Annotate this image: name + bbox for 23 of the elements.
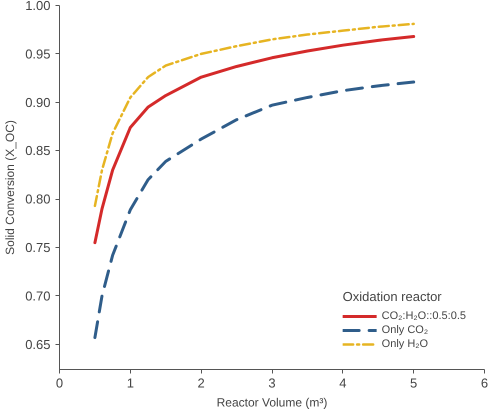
y-tick-label: 0.90 (25, 94, 51, 110)
legend-label: Only H₂O (382, 337, 428, 351)
y-tick-label: 0.75 (25, 240, 51, 256)
y-tick-label: 0.65 (25, 336, 51, 352)
y-tick-label: 0.80 (25, 192, 51, 207)
x-tick-label: 0 (56, 376, 64, 390)
x-tick-label: 1 (126, 376, 134, 390)
y-tick-label: 0.95 (25, 46, 51, 62)
x-tick-label: 6 (480, 376, 488, 390)
y-tick-label: 1.00 (25, 0, 51, 13)
x-tick-label: 3 (268, 376, 276, 390)
y-axis-title: Solid Conversion (X_OC) (3, 120, 18, 255)
x-tick-label: 5 (410, 376, 418, 390)
x-axis-title: Reactor Volume (m³) (216, 396, 328, 410)
line-series (94, 22, 415, 208)
legend-label: Only CO₂ (382, 323, 428, 337)
line-series (93, 34, 416, 244)
y-tick-label: 0.85 (25, 143, 51, 158)
legend-label: CO₂:H₂O::0.5:0.5 (382, 309, 466, 323)
legend-title: Oxidation reactor (342, 289, 443, 304)
y-tick-label: 0.70 (25, 288, 51, 304)
x-tick-label: 2 (198, 376, 205, 390)
x-tick-label: 4 (339, 376, 346, 390)
